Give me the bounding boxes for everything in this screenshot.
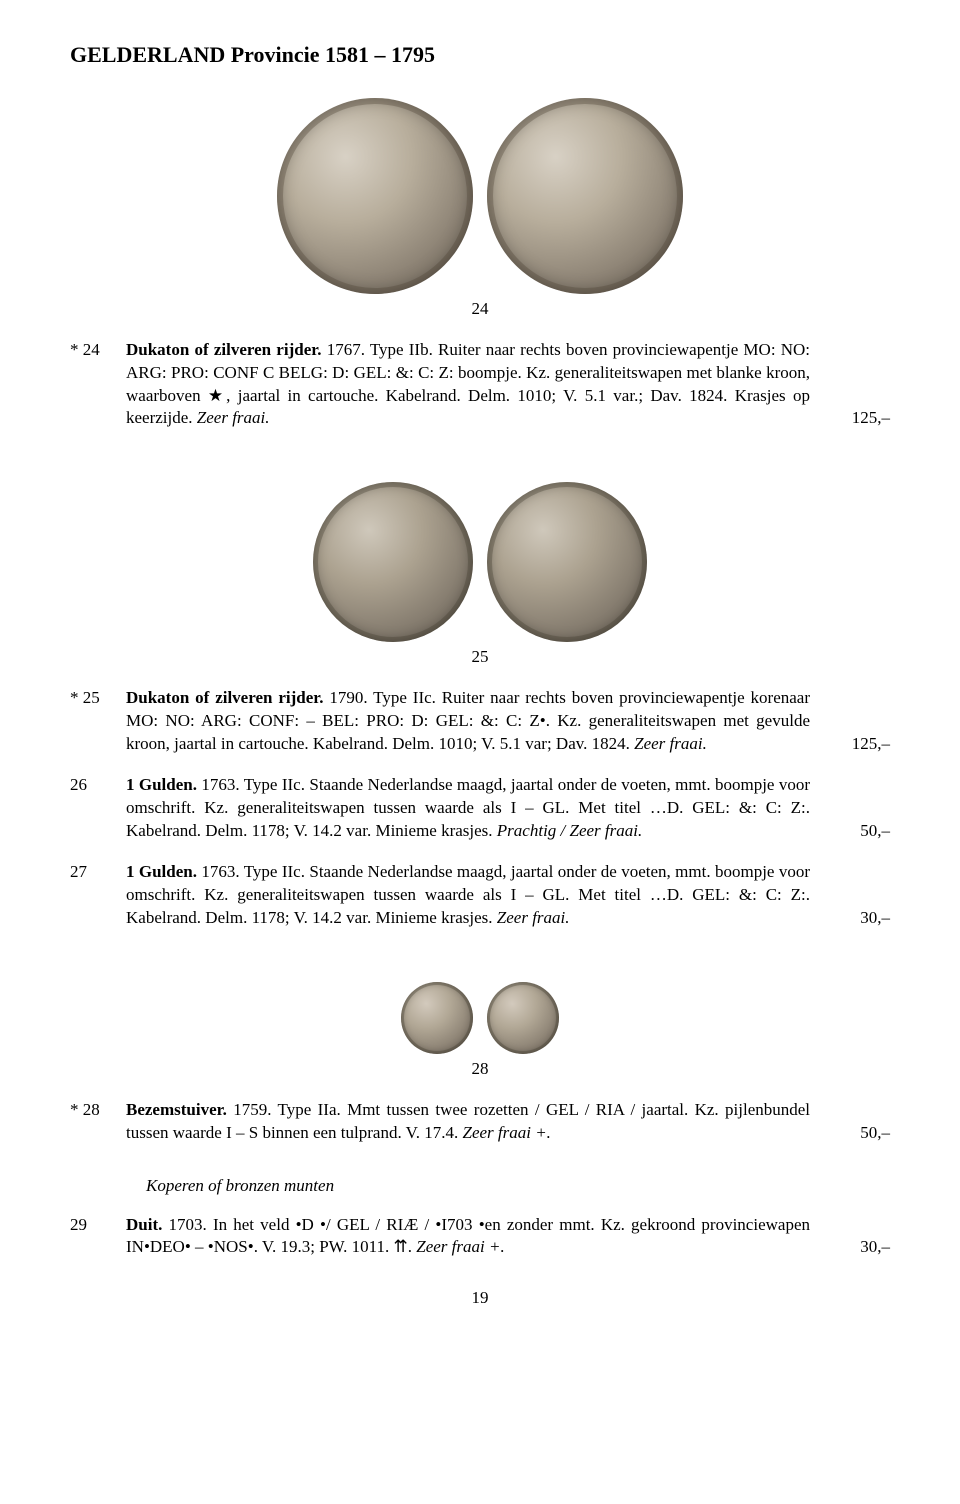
lot-title: 1 Gulden. bbox=[126, 862, 197, 881]
lot-title: 1 Gulden. bbox=[126, 775, 197, 794]
lot-description: Dukaton of zilveren rijder. 1790. Type I… bbox=[126, 687, 810, 756]
coin-obverse bbox=[277, 98, 473, 294]
coin-reverse bbox=[487, 98, 683, 294]
lot-number: 26 bbox=[70, 774, 126, 797]
coin-reverse bbox=[487, 482, 647, 642]
figure-label-24: 24 bbox=[70, 298, 890, 321]
coin-obverse bbox=[401, 982, 473, 1054]
lot-number: * 28 bbox=[70, 1099, 126, 1122]
lot-description: Bezemstuiver. 1759. Type IIa. Mmt tussen… bbox=[126, 1099, 810, 1145]
lot-grade: Zeer fraai. bbox=[497, 908, 570, 927]
lot-entry: 29 Duit. 1703. In het veld •D •/ GEL / R… bbox=[70, 1214, 890, 1260]
lot-year-type: 1759. Type IIa. bbox=[233, 1100, 341, 1119]
figure-25-coins bbox=[70, 482, 890, 642]
lot-price: 125,– bbox=[810, 733, 890, 756]
lot-title: Dukaton of zilveren rijder. bbox=[126, 688, 324, 707]
lot-title: Bezemstuiver. bbox=[126, 1100, 227, 1119]
page-number: 19 bbox=[70, 1287, 890, 1310]
lot-grade: Prachtig / Zeer fraai. bbox=[497, 821, 642, 840]
lot-grade: Zeer fraai. bbox=[634, 734, 707, 753]
lot-price: 30,– bbox=[810, 907, 890, 930]
lot-entry: 27 1 Gulden. 1763. Type IIc. Staande Ned… bbox=[70, 861, 890, 930]
section-heading: Koperen of bronzen munten bbox=[146, 1175, 890, 1198]
lot-entry: * 24 Dukaton of zilveren rijder. 1767. T… bbox=[70, 339, 890, 431]
lot-price: 50,– bbox=[810, 820, 890, 843]
lot-entry: * 25 Dukaton of zilveren rijder. 1790. T… bbox=[70, 687, 890, 756]
lot-description: Duit. 1703. In het veld •D •/ GEL / RIÆ … bbox=[126, 1214, 810, 1260]
lot-description: 1 Gulden. 1763. Type IIc. Staande Nederl… bbox=[126, 774, 810, 843]
lot-number: * 25 bbox=[70, 687, 126, 710]
lot-grade: Zeer fraai +. bbox=[416, 1237, 504, 1256]
lot-title: Dukaton of zilveren rijder. bbox=[126, 340, 321, 359]
figure-label-28: 28 bbox=[70, 1058, 890, 1081]
lot-year-type: 1703. bbox=[169, 1215, 207, 1234]
coin-obverse bbox=[313, 482, 473, 642]
lot-year-type: 1767. Type IIb. bbox=[327, 340, 433, 359]
lot-grade: Zeer fraai +. bbox=[462, 1123, 550, 1142]
lot-price: 30,– bbox=[810, 1236, 890, 1259]
lot-grade: Zeer fraai. bbox=[197, 408, 270, 427]
lot-title: Duit. bbox=[126, 1215, 162, 1234]
lot-number: 27 bbox=[70, 861, 126, 884]
lot-entry: * 28 Bezemstuiver. 1759. Type IIa. Mmt t… bbox=[70, 1099, 890, 1145]
lot-number: * 24 bbox=[70, 339, 126, 362]
figure-label-25: 25 bbox=[70, 646, 890, 669]
lot-year-type: 1763. Type IIc. bbox=[201, 775, 305, 794]
figure-24-coins bbox=[70, 98, 890, 294]
lot-entry: 26 1 Gulden. 1763. Type IIc. Staande Ned… bbox=[70, 774, 890, 843]
figure-28-coins bbox=[70, 982, 890, 1054]
page-title: GELDERLAND Provincie 1581 – 1795 bbox=[70, 40, 890, 70]
lot-description: 1 Gulden. 1763. Type IIc. Staande Nederl… bbox=[126, 861, 810, 930]
lot-description: Dukaton of zilveren rijder. 1767. Type I… bbox=[126, 339, 810, 431]
lot-price: 50,– bbox=[810, 1122, 890, 1145]
lot-year-type: 1763. Type IIc. bbox=[201, 862, 305, 881]
lot-number: 29 bbox=[70, 1214, 126, 1237]
lot-year-type: 1790. Type IIc. bbox=[329, 688, 436, 707]
coin-reverse bbox=[487, 982, 559, 1054]
lot-price: 125,– bbox=[810, 407, 890, 430]
